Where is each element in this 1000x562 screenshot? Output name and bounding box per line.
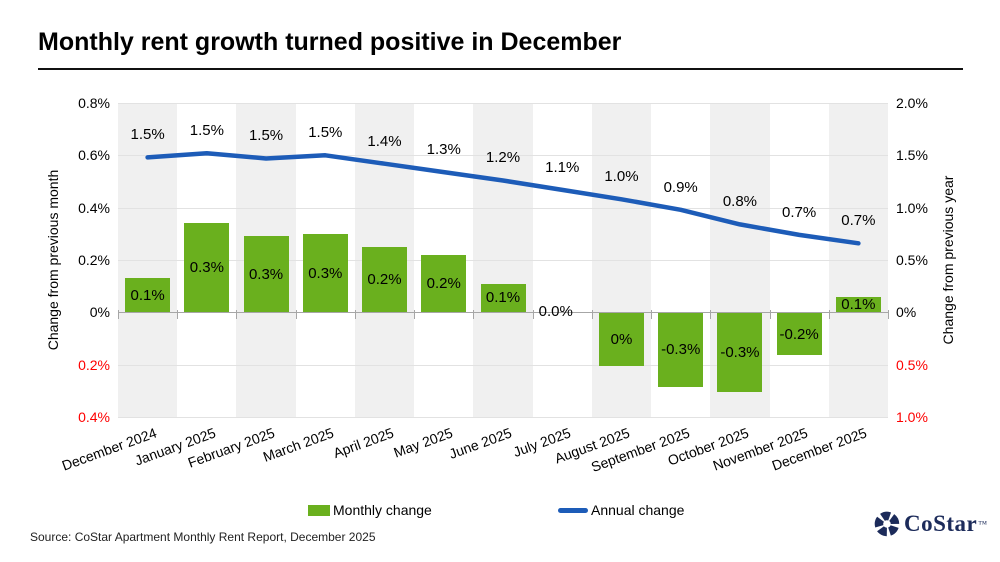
title-underline xyxy=(38,68,963,70)
gridline xyxy=(118,260,888,261)
gridline xyxy=(118,417,888,418)
right-axis-tick-label: 1.0% xyxy=(896,409,928,425)
axis-tick xyxy=(769,310,771,320)
axis-tick xyxy=(591,310,593,320)
bar-value-label: -0.3% xyxy=(661,341,701,359)
axis-tick xyxy=(473,310,475,320)
axis-tick xyxy=(828,310,830,320)
gridline xyxy=(118,312,888,314)
axis-tick xyxy=(236,310,238,320)
monthly-change-bar xyxy=(717,313,763,392)
monthly-change-bar xyxy=(835,296,881,313)
bar-value-label: 0.3% xyxy=(189,259,224,277)
bar-value-label: 0.1% xyxy=(485,289,521,307)
monthly-change-bar xyxy=(658,313,704,387)
annual-change-swatch-icon xyxy=(558,507,588,513)
line-value-label: 1.5% xyxy=(189,122,224,140)
gridline xyxy=(118,155,888,157)
costar-trademark: ™ xyxy=(978,519,988,529)
line-value-label: 1.5% xyxy=(308,124,343,142)
left-axis-tick-label: 0.8% xyxy=(78,95,110,111)
monthly-change-bar xyxy=(598,313,644,366)
axis-tick xyxy=(532,310,534,320)
line-value-label: 1.4% xyxy=(367,132,402,150)
plot-area: 0.1% 0.3% 0.3% 0.3% 0.2% 0.2% 0.1% 0.0% 0% -0.3% -… xyxy=(118,103,889,418)
axis-tick xyxy=(177,310,179,320)
line-value-label: 1.2% xyxy=(485,149,521,167)
line-value-label: 1.5% xyxy=(248,127,284,145)
axis-tick xyxy=(710,310,712,320)
bar-value-label: 0.1% xyxy=(841,295,876,313)
line-value-label: 1.0% xyxy=(604,168,639,186)
axis-tick xyxy=(888,310,889,320)
line-value-label: 0.7% xyxy=(841,212,876,230)
monthly-change-bar xyxy=(184,223,230,313)
axis-tick xyxy=(295,310,297,320)
axis-tick xyxy=(354,310,356,320)
left-axis-tick-label: 0.2% xyxy=(78,356,110,373)
monthly-change-bar xyxy=(125,278,171,313)
legend-item-annual-change: Annual change xyxy=(558,500,684,520)
left-axis-tick-label: 0.6% xyxy=(78,147,110,164)
gridline xyxy=(118,207,888,209)
legend-label-monthly: Monthly change xyxy=(333,502,432,518)
line-value-label: 1.3% xyxy=(426,141,461,159)
left-axis-tick-label: 0% xyxy=(89,304,110,321)
axis-tick xyxy=(651,310,653,320)
monthly-change-bar xyxy=(302,233,348,313)
axis-tick xyxy=(414,310,416,320)
right-axis-tick-label: 0.5% xyxy=(896,252,928,268)
bar-value-label: 0.3% xyxy=(248,265,284,283)
left-axis-tick-label: 0.4% xyxy=(78,409,110,425)
right-axis-tick-label: 0.5% xyxy=(896,356,928,373)
monthly-change-bar xyxy=(480,283,526,313)
gridline xyxy=(118,364,888,366)
monthly-change-bar xyxy=(421,254,467,313)
bar-value-label: 0.0% xyxy=(538,303,573,321)
costar-pinwheel-icon xyxy=(874,511,900,537)
costar-logo: CoStar ™ xyxy=(874,511,987,537)
costar-logo-text: CoStar xyxy=(904,511,978,536)
left-axis-tick-label: 0.4% xyxy=(78,199,110,216)
line-value-label: 0.8% xyxy=(722,193,758,211)
monthly-change-swatch-icon xyxy=(308,504,330,516)
bar-value-label: 0.1% xyxy=(130,286,165,304)
gridline xyxy=(118,103,888,104)
bar-value-label: 0.2% xyxy=(426,275,461,293)
bar-value-label: 0.2% xyxy=(367,271,402,289)
annual-change-line xyxy=(145,150,861,246)
right-axis-tick-label: 2.0% xyxy=(896,95,928,111)
right-axis-tick-label: 1.5% xyxy=(896,147,928,164)
line-value-label: 0.7% xyxy=(782,203,817,221)
bar-value-label: 0% xyxy=(610,330,633,348)
monthly-change-bar xyxy=(776,313,822,356)
bar-value-label: -0.3% xyxy=(720,344,760,362)
legend-label-annual: Annual change xyxy=(591,502,685,518)
legend-item-monthly-change: Monthly change xyxy=(308,500,432,520)
axis-tick xyxy=(118,310,119,320)
bar-value-label: 0.3% xyxy=(308,264,343,282)
line-value-label: 1.5% xyxy=(130,126,165,144)
right-axis-tick-label: 1.0% xyxy=(896,199,928,216)
monthly-change-bar xyxy=(243,236,289,313)
left-axis-tick-label: 0.2% xyxy=(78,252,110,268)
source-note: Source: CoStar Apartment Monthly Rent Re… xyxy=(30,530,376,544)
bar-value-label: -0.2% xyxy=(779,325,819,343)
monthly-change-bar xyxy=(362,246,408,313)
page-title: Monthly rent growth turned positive in D… xyxy=(38,28,622,56)
line-value-label: 1.1% xyxy=(545,158,580,176)
line-value-label: 0.9% xyxy=(663,178,698,196)
right-axis-tick-label: 0% xyxy=(896,304,917,321)
